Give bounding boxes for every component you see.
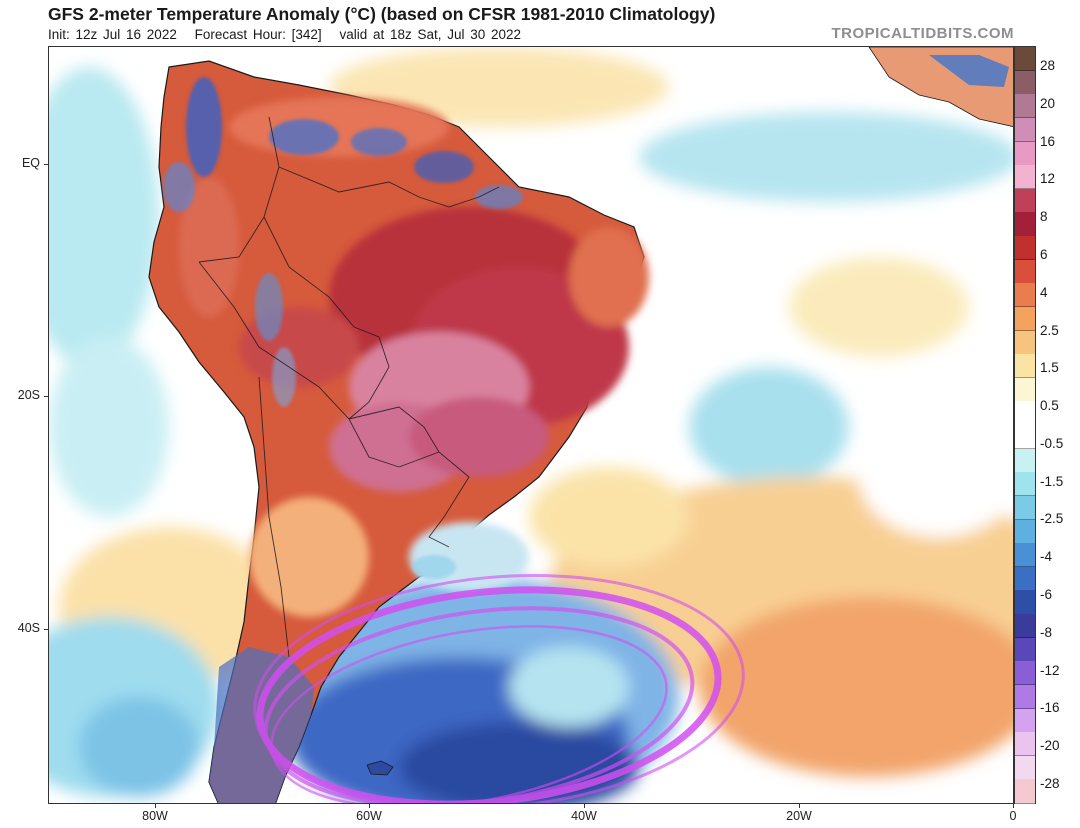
sao-paulo-hot <box>409 397 549 477</box>
tropical-atlantic-cool <box>689 367 849 487</box>
lat-label-eq: EQ <box>21 156 40 170</box>
colorbar-label: 28 <box>1040 58 1056 73</box>
colorbar-segment <box>1015 188 1035 213</box>
colorbar-label: 2.5 <box>1040 322 1059 338</box>
neutral-patch <box>859 417 1013 537</box>
colorbar-segment <box>1015 283 1035 308</box>
colorbar-label: 8 <box>1040 209 1048 225</box>
colorbar-segment <box>1015 425 1035 450</box>
lon-label-20w: 20W <box>786 809 812 823</box>
falkland-islands <box>366 760 394 776</box>
colorbar-segment <box>1015 590 1035 615</box>
country-borders <box>198 116 500 658</box>
colorbar-label: -2.5 <box>1040 511 1064 527</box>
colorbar-label: 20 <box>1040 95 1056 111</box>
colorbar-label: -8 <box>1040 624 1053 640</box>
northeast-brazil-warm <box>569 227 649 327</box>
colorbar-segment <box>1015 472 1035 497</box>
colorbar-segment <box>1015 354 1035 379</box>
lon-tick-80w <box>155 804 156 808</box>
pacific-cool-patch-2 <box>49 337 169 517</box>
colorbar-segment <box>1015 141 1035 166</box>
colorbar-label: 6 <box>1040 246 1048 262</box>
highland-cold-patches <box>163 77 523 579</box>
colorbar-segment <box>1015 495 1035 520</box>
colorbar-segment <box>1015 661 1035 686</box>
colorbar <box>1014 46 1036 804</box>
colorbar-segment <box>1015 779 1035 804</box>
lon-label-0: 0 <box>1009 809 1017 823</box>
colorbar-segment <box>1015 519 1035 544</box>
colorbar-segment <box>1015 448 1035 473</box>
colorbar-label: -0.5 <box>1040 435 1064 451</box>
colorbar-segment <box>1015 543 1035 568</box>
colorbar-label: -6 <box>1040 587 1053 603</box>
lon-label-60w: 60W <box>356 809 382 823</box>
colorbar-segment <box>1015 94 1035 119</box>
colorbar-label: -1.5 <box>1040 473 1064 489</box>
colorbar-label: -16 <box>1040 700 1060 716</box>
annotation-circle <box>253 573 745 803</box>
colorbar-segment <box>1015 637 1035 662</box>
colorbar-segment <box>1015 165 1035 190</box>
colorbar-label: 4 <box>1040 284 1048 300</box>
colorbar-label: -20 <box>1040 738 1060 754</box>
africa-landmass <box>868 47 1013 127</box>
colorbar-segment <box>1015 377 1035 402</box>
lon-tick-60w <box>369 804 370 808</box>
andes-north-warm <box>179 177 239 317</box>
colorbar-segment <box>1015 47 1035 72</box>
lat-label-40s: 40S <box>17 621 40 635</box>
init-time: Init: 12z Jul 16 2022 <box>48 27 177 42</box>
lon-label-40w: 40W <box>571 809 597 823</box>
colorbar-segment <box>1015 614 1035 639</box>
lon-tick-40w <box>584 804 585 808</box>
colorbar-segment <box>1015 70 1035 95</box>
map-canvas <box>49 47 1013 803</box>
colorbar-segment <box>1015 708 1035 733</box>
south-atlantic-coldest <box>399 722 639 803</box>
lon-tick-0 <box>1013 804 1014 808</box>
lat-tick-eq <box>44 164 48 165</box>
colorbar-label: -4 <box>1040 549 1053 565</box>
colorbar-segment <box>1015 401 1035 426</box>
colorbar-segment <box>1015 566 1035 591</box>
cold-pool-cyan <box>509 647 629 727</box>
colorbar-segment <box>1015 755 1035 780</box>
pacific-cool-south-core <box>79 697 199 797</box>
lat-tick-40s <box>44 629 48 630</box>
lat-tick-20s <box>44 396 48 397</box>
venezuela-warm <box>229 97 449 157</box>
forecast-hour: Forecast Hour: [342] <box>194 27 322 42</box>
valid-time: valid at 18z Sat, Jul 30 2022 <box>339 27 522 42</box>
pacific-cool-patch <box>49 67 159 367</box>
argentina-warm <box>249 497 369 617</box>
brand-watermark: TROPICALTIDBITS.COM <box>831 25 1014 42</box>
colorbar-segment <box>1015 732 1035 757</box>
colorbar-segment <box>1015 117 1035 142</box>
tropical-atlantic-warm <box>789 257 969 357</box>
colorbar-label: -28 <box>1040 776 1060 791</box>
colorbar-label: 16 <box>1040 133 1056 149</box>
colorbar-segment <box>1015 259 1035 284</box>
colorbar-segment <box>1015 212 1035 237</box>
lon-tick-20w <box>799 804 800 808</box>
colorbar-label: 1.5 <box>1040 360 1059 376</box>
lat-label-20s: 20S <box>17 388 40 402</box>
lon-label-80w: 80W <box>142 809 168 823</box>
colorbar-label: 12 <box>1040 171 1056 187</box>
colorbar-segment <box>1015 330 1035 355</box>
south-atlantic-warm-core <box>699 597 1013 777</box>
colorbar-segment <box>1015 684 1035 709</box>
brazil-offshore-warm <box>529 467 689 567</box>
chart-subtitle: Init: 12z Jul 16 2022 Forecast Hour: [34… <box>48 27 533 42</box>
colorbar-label: -12 <box>1040 662 1060 678</box>
chart-title: GFS 2-meter Temperature Anomaly (°C) (ba… <box>48 4 716 24</box>
colorbar-segment <box>1015 306 1035 331</box>
anomaly-map <box>48 46 1014 804</box>
land-anomaly-layer <box>179 97 649 617</box>
colorbar-label: 0.5 <box>1040 398 1059 414</box>
equatorial-cool-band <box>639 112 1013 202</box>
colorbar-segment <box>1015 236 1035 261</box>
